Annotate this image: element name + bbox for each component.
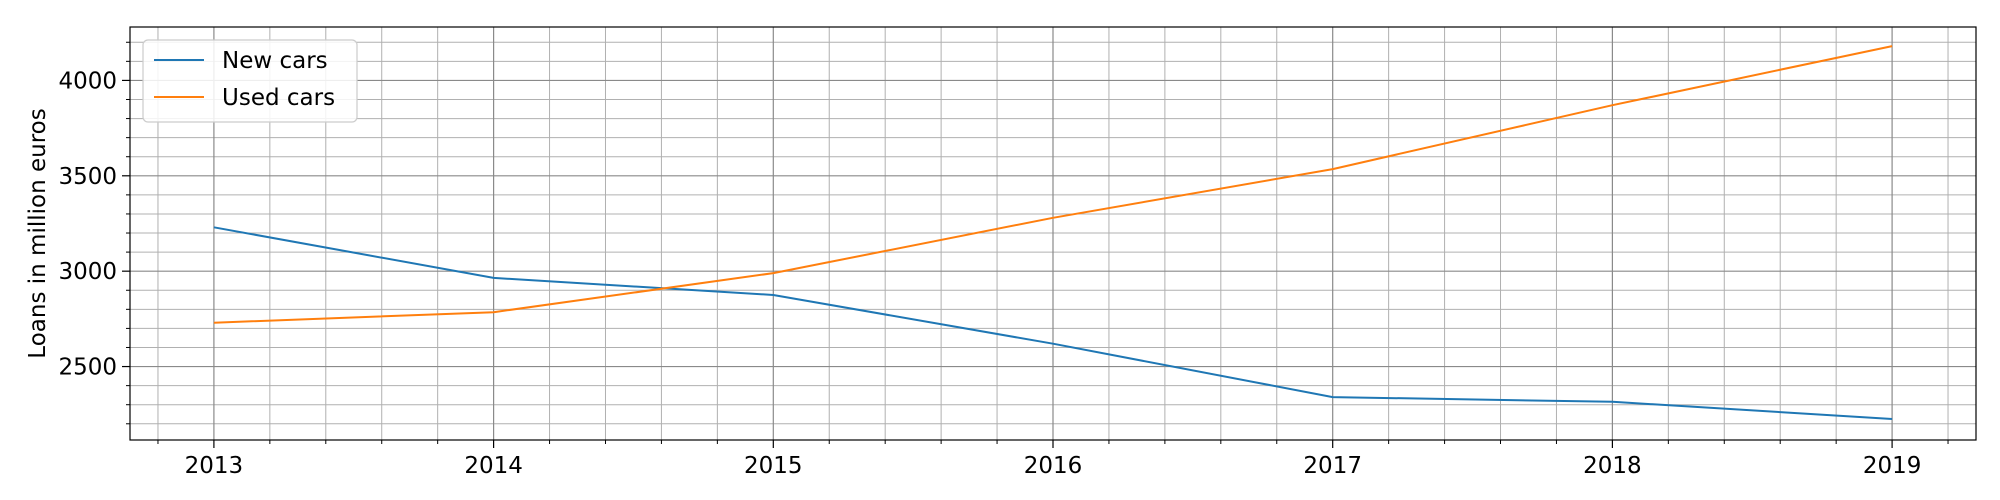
ticks: 2013 2014 2015 2016 2017 2018 2019 2500 3000 3500… (58, 41, 1949, 479)
y-tick-label: 3500 (58, 164, 117, 190)
x-tick-label: 2017 (1303, 453, 1362, 479)
legend: New cars Used cars (142, 39, 358, 123)
y-tick-label: 3000 (58, 259, 117, 285)
series-line-used-cars (213, 45, 1893, 324)
major-grid (130, 27, 1976, 440)
x-tick-label: 2019 (1863, 453, 1922, 479)
y-tick-label: 4000 (58, 68, 117, 94)
x-tick-label: 2014 (464, 453, 523, 479)
x-tick-label: 2018 (1583, 453, 1642, 479)
x-tick-label: 2016 (1024, 453, 1083, 479)
series-layer (213, 45, 1893, 420)
x-tick-label: 2015 (744, 453, 803, 479)
x-tick-label: 2013 (185, 453, 244, 479)
y-axis-label: Loans in million euros (25, 108, 51, 358)
legend-label-used-cars: Used cars (222, 85, 335, 111)
y-tick-label: 2500 (58, 355, 117, 381)
legend-label-new-cars: New cars (222, 48, 328, 74)
series-line-new-cars (213, 226, 1893, 420)
